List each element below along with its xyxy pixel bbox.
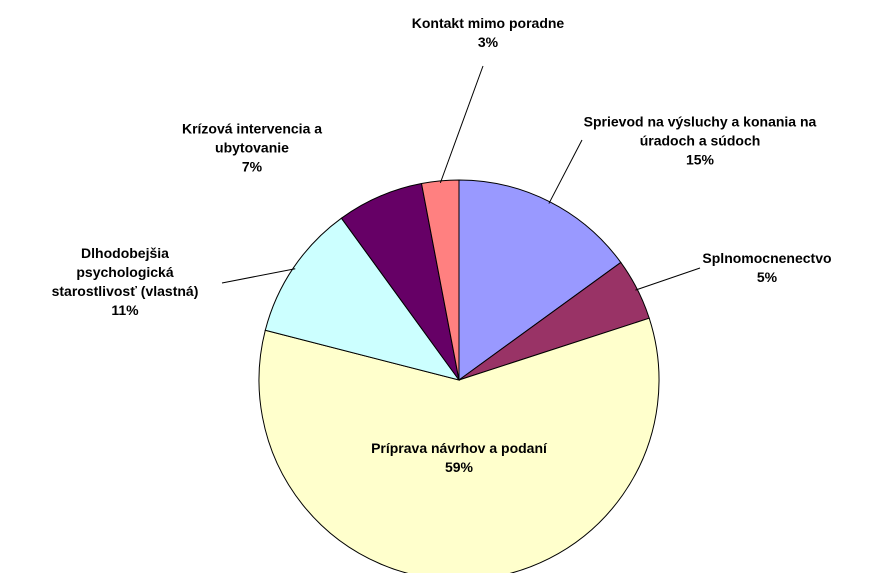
slice-percent: 7%: [241, 158, 263, 175]
leader-line: [548, 139, 583, 204]
slice-label: Kontakt mimo poradne 3%: [358, 14, 618, 52]
slice-percent: 3%: [477, 34, 499, 50]
slice-name: Príprava návrhov a podaní: [371, 440, 547, 456]
pie-slice: [264, 217, 461, 381]
slice-label: Dlhodobejšia psychologická starostlivosť…: [33, 244, 218, 320]
slice-percent: 59%: [444, 459, 474, 475]
slice-label: Krízová intervencia a ubytovanie 7%: [167, 120, 337, 177]
slice-name: Kontakt mimo poradne: [411, 15, 565, 31]
leader-line: [439, 65, 484, 184]
slice-percent: 5%: [756, 269, 778, 285]
slice-name: Sprievod na výsluchy a konania na úradoc…: [583, 113, 817, 149]
slice-percent: 15%: [685, 151, 715, 168]
slice-name: Dlhodobejšia psychologická starostlivosť…: [51, 245, 199, 299]
leader-line: [635, 267, 701, 291]
slice-label: Sprievod na výsluchy a konania na úradoc…: [580, 113, 820, 170]
slice-name: Splnomocnenectvo: [702, 250, 832, 266]
slice-percent: 11%: [111, 302, 139, 318]
pie-slice: [258, 317, 660, 573]
slice-label: Splnomocnenectvo 5%: [687, 249, 847, 287]
slice-name: Krízová intervencia a ubytovanie: [181, 120, 323, 156]
leader-line: [221, 268, 296, 284]
pie-slice: [420, 179, 460, 381]
slice-label: Príprava návrhov a podaní 59%: [309, 439, 609, 477]
